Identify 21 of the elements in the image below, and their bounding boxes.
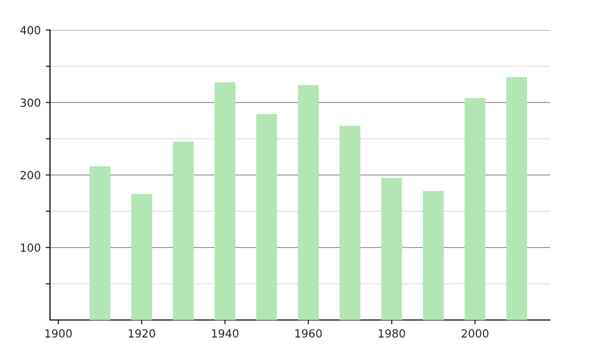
bar xyxy=(214,82,236,320)
x-tick-label: 1980 xyxy=(378,329,406,338)
bar xyxy=(422,190,444,320)
x-tick-label: 1920 xyxy=(128,329,156,338)
y-tick-label: 400 xyxy=(20,26,40,34)
bar xyxy=(131,194,152,320)
x-tick-label: 1900 xyxy=(45,329,72,338)
bar xyxy=(298,85,319,320)
y-tick-label: 300 xyxy=(20,98,40,107)
bar xyxy=(464,98,486,320)
y-tick-label: 200 xyxy=(20,170,40,180)
x-tick-label: 1940 xyxy=(212,329,238,338)
x-tick-label: 2000 xyxy=(462,329,488,338)
y-tick-label: 100 xyxy=(20,243,40,252)
bar xyxy=(506,77,528,320)
bar xyxy=(90,166,110,320)
x-tick-label: 1960 xyxy=(295,329,322,338)
bar xyxy=(256,114,278,320)
bar xyxy=(340,126,360,320)
bar xyxy=(381,178,402,320)
bar xyxy=(172,142,194,320)
